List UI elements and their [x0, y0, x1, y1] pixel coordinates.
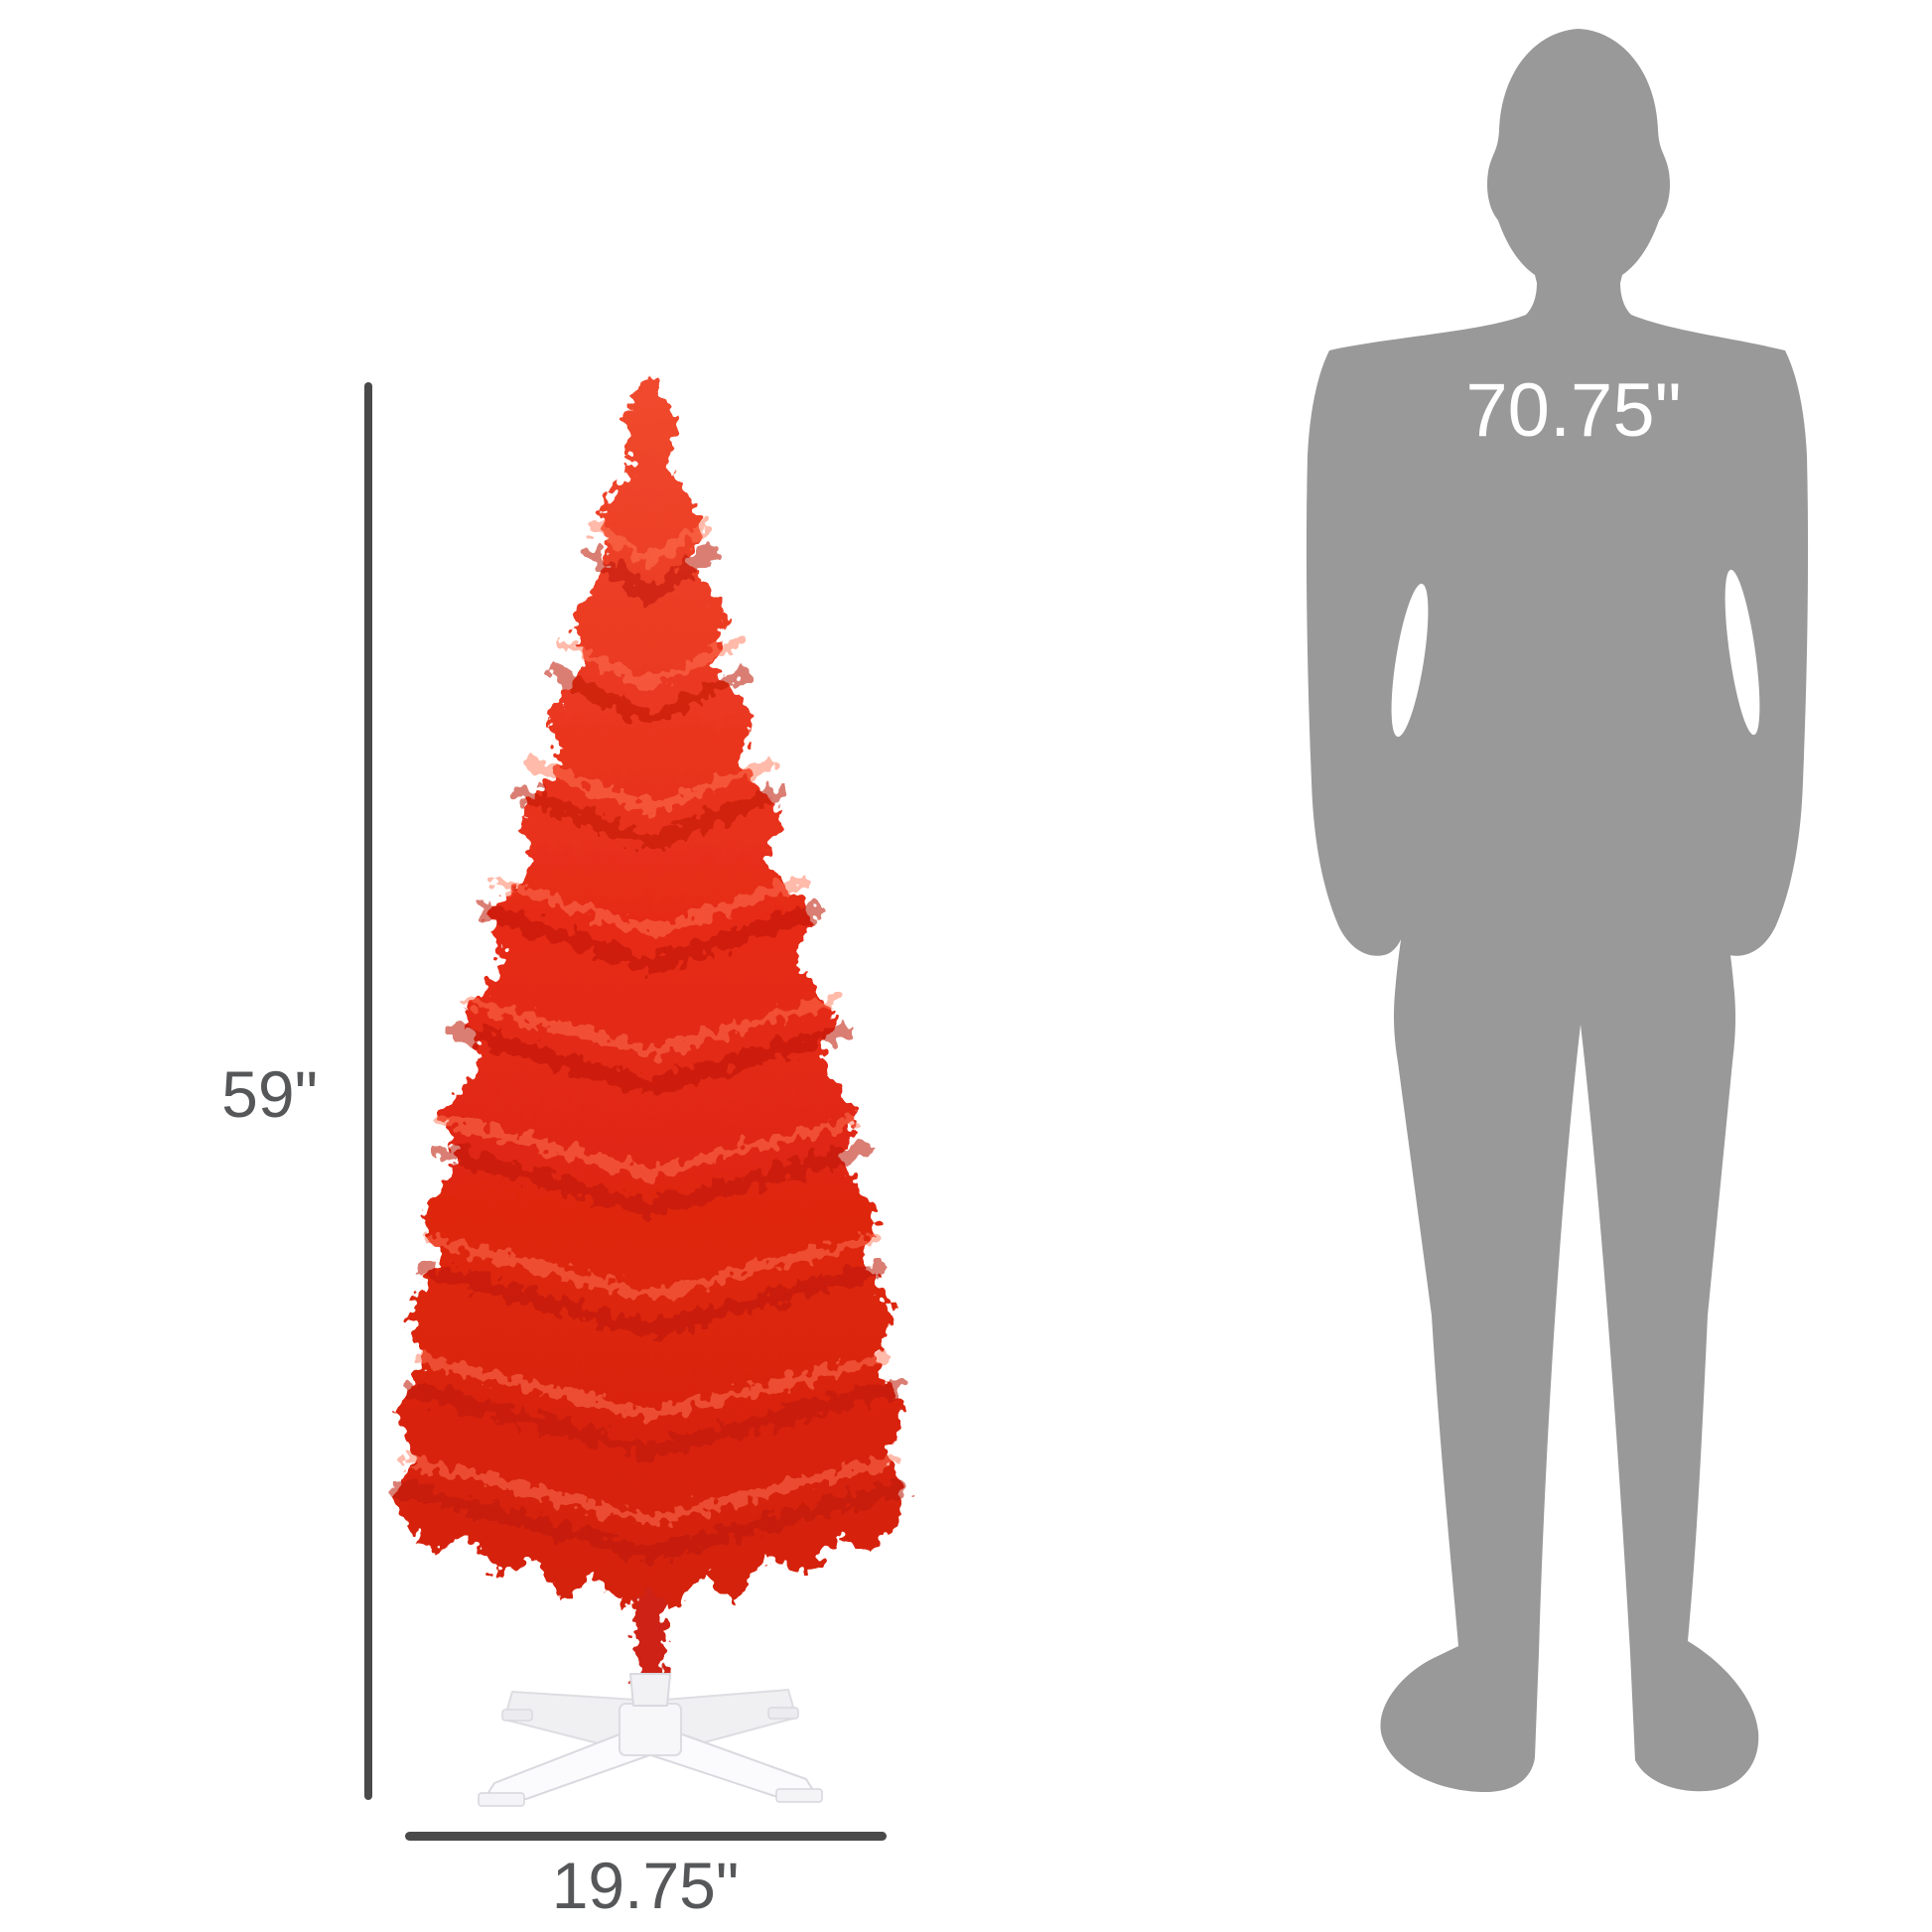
tree-stand	[478, 1673, 823, 1807]
tree-height-label: 59"	[221, 1057, 318, 1131]
height-dimension-line	[364, 382, 372, 1800]
person-height-label: 70.75"	[1465, 368, 1682, 453]
width-dimension-line	[405, 1832, 887, 1841]
person-silhouette-graphic	[1306, 29, 1809, 1793]
tree-width-label: 19.75"	[551, 1849, 740, 1922]
christmas-tree-graphic	[394, 372, 906, 1807]
tree-foliage	[394, 372, 906, 1700]
